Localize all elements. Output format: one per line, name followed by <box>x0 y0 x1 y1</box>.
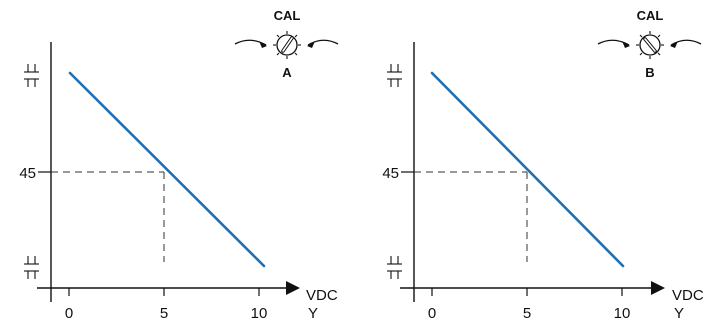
lower-limit-icon <box>24 256 39 279</box>
knob-letter: B <box>645 65 654 80</box>
turn-left-arrow-icon <box>234 39 267 46</box>
x-tick-label-0: 0 <box>428 305 436 322</box>
x-axis-unit: VDC <box>306 287 338 304</box>
turn-left-arrowhead-icon <box>259 41 267 48</box>
x-axis-unit: VDC <box>672 287 704 304</box>
knob-letter: A <box>282 65 292 80</box>
x-axis-variable: Y <box>308 305 318 322</box>
knob-top-label: CAL <box>637 8 664 23</box>
x-tick-label-10: 10 <box>251 305 268 322</box>
y-tick-label-45: 45 <box>19 165 36 182</box>
x-axis-arrow-icon <box>286 281 300 295</box>
x-axis-arrow-icon <box>651 281 665 295</box>
turn-right-arrow-icon <box>670 39 702 46</box>
knob-top-label: CAL <box>274 8 301 23</box>
panel-a: 0 5 10 VDC Y 45 C <box>19 8 339 322</box>
turn-right-arrowhead-icon <box>307 41 315 48</box>
turn-right-arrow-icon <box>307 39 339 46</box>
x-tick-label-10: 10 <box>614 305 631 322</box>
turn-left-arrowhead-icon <box>622 41 630 48</box>
x-tick-label-5: 5 <box>523 305 531 322</box>
calibration-knob-b-icon <box>636 31 664 59</box>
upper-limit-icon <box>387 64 402 87</box>
x-tick-label-0: 0 <box>65 305 73 322</box>
characteristic-line <box>68 71 266 268</box>
upper-limit-icon <box>24 64 39 87</box>
x-axis-variable: Y <box>674 305 684 322</box>
lower-limit-icon <box>387 256 402 279</box>
x-tick-label-5: 5 <box>160 305 168 322</box>
y-tick-label-45: 45 <box>382 165 399 182</box>
turn-right-arrowhead-icon <box>670 41 678 48</box>
panel-b: 0 5 10 VDC Y 45 CAL <box>382 8 704 322</box>
turn-left-arrow-icon <box>597 39 630 46</box>
calibration-knob-a-icon <box>273 31 301 59</box>
characteristic-line <box>430 71 625 268</box>
